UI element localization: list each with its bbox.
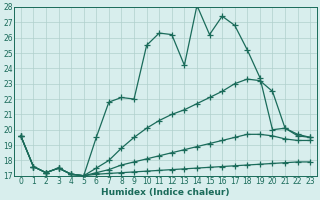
X-axis label: Humidex (Indice chaleur): Humidex (Indice chaleur) [101,188,230,197]
